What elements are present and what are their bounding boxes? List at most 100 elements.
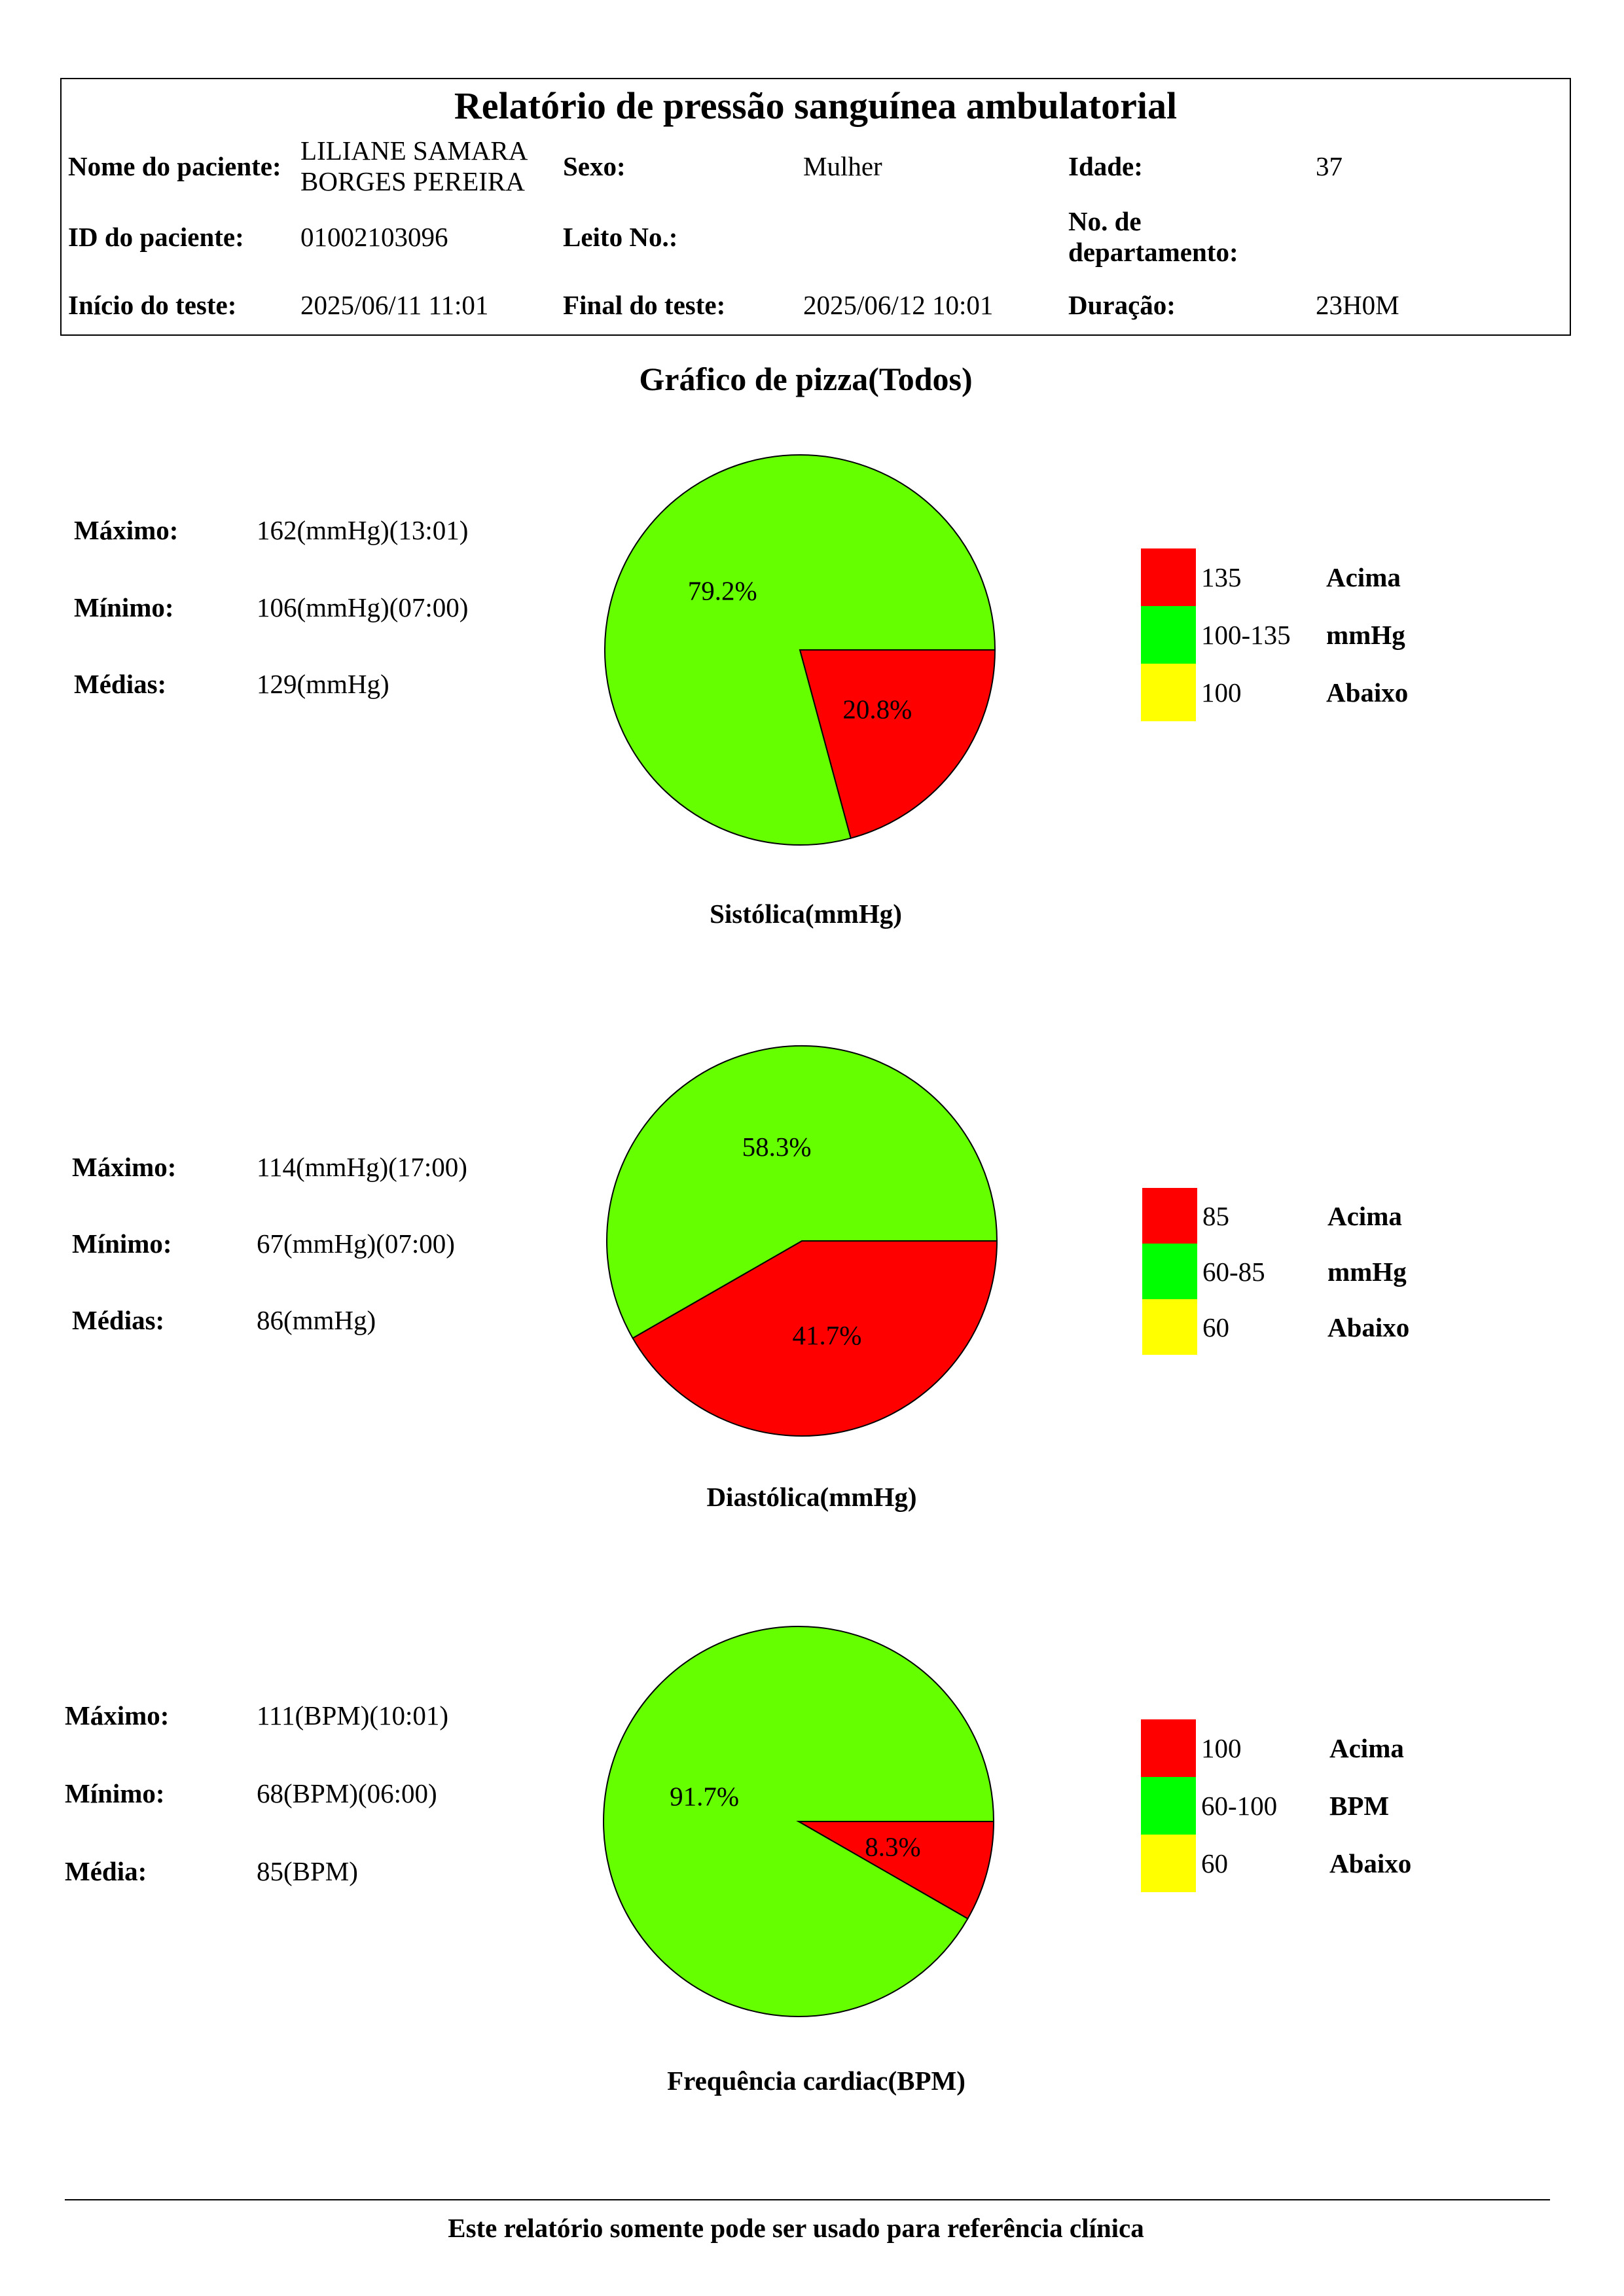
duration-value: 23H0M [1316, 289, 1399, 320]
legend-text: Acima [1326, 562, 1401, 592]
min-value: 106(mmHg)(07:00) [257, 592, 469, 622]
age-label: Idade: [1068, 151, 1143, 181]
max-label: Máximo: [72, 1152, 177, 1182]
systolic-chart-title: Sistólica(mmHg) [710, 899, 902, 929]
pie-slice [799, 649, 996, 839]
legend-swatch [1141, 606, 1196, 664]
heart-rate-legend: 100 Acima 60-100 BPM 60 Abaixo [1141, 1719, 1481, 1892]
legend-swatch [1141, 548, 1196, 606]
legend-range: 60-85 [1202, 1256, 1265, 1287]
legend-item-below: 60 Abaixo [1141, 1835, 1481, 1892]
legend-item-above: 135 Acima [1141, 548, 1481, 606]
pie-slice [603, 1626, 995, 2017]
min-label: Mínimo: [65, 1778, 165, 1808]
average-value: 129(mmHg) [257, 669, 389, 699]
legend-text: Acima [1327, 1200, 1402, 1231]
legend-text: mmHg [1327, 1256, 1407, 1287]
pie-slice-label: 41.7% [792, 1320, 861, 1350]
average-value: 86(mmHg) [257, 1305, 376, 1335]
legend-swatch [1142, 1188, 1197, 1244]
pie-slice-label: 20.8% [842, 694, 912, 725]
max-value: 162(mmHg)(13:01) [257, 515, 469, 545]
legend-item-above: 100 Acima [1141, 1719, 1481, 1777]
legend-range: 85 [1202, 1200, 1229, 1231]
legend-item-above: 85 Acima [1142, 1188, 1483, 1244]
legend-text: mmHg [1326, 620, 1405, 650]
legend-swatch [1142, 1244, 1197, 1299]
footer-divider [65, 2199, 1550, 2200]
legend-item-below: 60 Abaixo [1142, 1299, 1483, 1355]
patient-row-1: Nome do paciente: LILIANE SAMARA BORGES … [0, 130, 1624, 202]
pie-slice-label: 58.3% [742, 1132, 812, 1162]
diastolic-pie-chart: 41.7% 58.3% [606, 1045, 998, 1437]
patient-id-label: ID do paciente: [68, 221, 244, 252]
max-value: 114(mmHg)(17:00) [257, 1152, 467, 1182]
legend-text: BPM [1329, 1791, 1390, 1821]
pie-slice [606, 1045, 998, 1339]
diastolic-legend: 85 Acima 60-85 mmHg 60 Abaixo [1142, 1188, 1483, 1355]
min-value: 68(BPM)(06:00) [257, 1778, 437, 1808]
bed-label: Leito No.: [563, 221, 678, 252]
pie-slice [604, 454, 996, 846]
patient-name-value: LILIANE SAMARA BORGES PEREIRA [300, 135, 527, 196]
average-value: 85(BPM) [257, 1856, 358, 1886]
legend-text: Abaixo [1327, 1312, 1410, 1342]
max-label: Máximo: [65, 1700, 170, 1731]
legend-text: Abaixo [1326, 677, 1409, 708]
legend-range: 100-135 [1201, 620, 1291, 650]
min-label: Mínimo: [74, 592, 174, 622]
legend-range: 100 [1201, 1733, 1242, 1763]
footer-note: Este relatório somente pode ser usado pa… [448, 2213, 1144, 2243]
heart-rate-pie-chart: 8.3% 91.7% [603, 1626, 995, 2017]
legend-swatch [1141, 1719, 1196, 1777]
legend-swatch [1142, 1299, 1197, 1355]
pie-slice-label: 8.3% [865, 1831, 920, 1861]
min-label: Mínimo: [72, 1229, 172, 1259]
legend-range: 60 [1202, 1312, 1229, 1342]
test-start-label: Início do teste: [68, 289, 237, 320]
average-label: Médias: [74, 669, 167, 699]
diastolic-chart-title: Diastólica(mmHg) [706, 1482, 917, 1512]
max-label: Máximo: [74, 515, 179, 545]
average-label: Média: [65, 1856, 147, 1886]
pie-slice [796, 1821, 995, 1920]
average-label: Médias: [72, 1305, 165, 1335]
legend-range: 135 [1201, 562, 1242, 592]
department-label: No. de departamento: [1068, 206, 1238, 267]
test-start-value: 2025/06/11 11:01 [300, 289, 489, 320]
patient-name-label: Nome do paciente: [68, 151, 281, 181]
min-value: 67(mmHg)(07:00) [257, 1229, 455, 1259]
legend-swatch [1141, 1777, 1196, 1835]
age-value: 37 [1316, 151, 1343, 181]
section-title: Gráfico de pizza(Todos) [639, 361, 973, 397]
sex-label: Sexo: [563, 151, 626, 181]
test-end-value: 2025/06/12 10:01 [803, 289, 994, 320]
test-end-label: Final do teste: [563, 289, 726, 320]
sex-value: Mulher [803, 151, 882, 181]
legend-range: 60 [1201, 1848, 1228, 1878]
patient-info-box [60, 78, 1571, 336]
pie-slice-label: 79.2% [688, 575, 757, 605]
duration-label: Duração: [1068, 289, 1176, 320]
legend-range: 100 [1201, 677, 1242, 708]
legend-item-below: 100 Abaixo [1141, 664, 1481, 721]
legend-swatch [1141, 1835, 1196, 1892]
legend-text: Acima [1329, 1733, 1404, 1763]
systolic-pie-chart: 20.8% 79.2% [604, 454, 996, 846]
pie-slice [632, 1240, 998, 1437]
heart-rate-chart-title: Frequência cardiac(BPM) [667, 2066, 965, 2096]
pie-slice-label: 91.7% [670, 1782, 739, 1812]
legend-swatch [1141, 664, 1196, 721]
systolic-legend: 135 Acima 100-135 mmHg 100 Abaixo [1141, 548, 1481, 721]
legend-item-normal: 60-85 mmHg [1142, 1244, 1483, 1299]
patient-id-value: 01002103096 [300, 221, 448, 252]
legend-range: 60-100 [1201, 1791, 1278, 1821]
patient-row-2: ID do paciente: 01002103096 Leito No.: N… [0, 201, 1624, 273]
patient-row-3: Início do teste: 2025/06/11 11:01 Final … [0, 269, 1624, 341]
legend-text: Abaixo [1329, 1848, 1412, 1878]
legend-item-normal: 100-135 mmHg [1141, 606, 1481, 664]
report-title: Relatório de pressão sanguínea ambulator… [454, 84, 1178, 127]
max-value: 111(BPM)(10:01) [257, 1700, 449, 1731]
legend-item-normal: 60-100 BPM [1141, 1777, 1481, 1835]
